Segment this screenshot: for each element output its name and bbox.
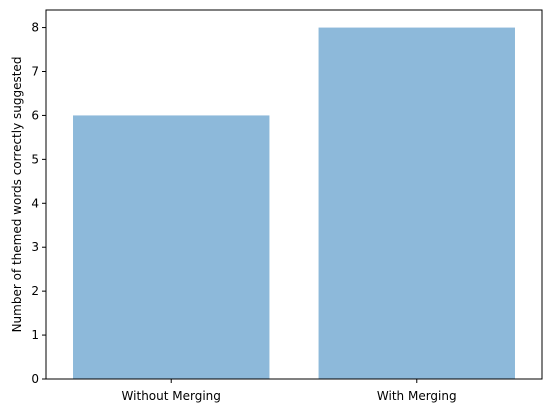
plot-frame bbox=[45, 9, 543, 380]
y-tick-label: 4 bbox=[31, 196, 39, 210]
y-axis-label: Number of themed words correctly suggest… bbox=[10, 57, 24, 333]
bars-layer bbox=[73, 27, 515, 379]
bar-without-merging bbox=[73, 115, 270, 379]
x-ticks-layer: Without Merging With Merging bbox=[122, 379, 457, 403]
x-tick-label: Without Merging bbox=[122, 389, 221, 403]
y-tick-label: 7 bbox=[31, 65, 39, 79]
y-tick-label: 3 bbox=[31, 240, 39, 254]
bar-with-merging bbox=[318, 27, 515, 379]
y-ticks-layer: 0 1 2 3 4 5 6 7 8 bbox=[31, 21, 46, 386]
y-tick-label: 8 bbox=[31, 21, 39, 35]
y-tick-label: 2 bbox=[31, 284, 39, 298]
y-tick-label: 0 bbox=[31, 372, 39, 386]
y-tick-label: 6 bbox=[31, 108, 39, 122]
x-tick-label: With Merging bbox=[377, 389, 457, 403]
y-tick-label: 1 bbox=[31, 328, 39, 342]
y-tick-label: 5 bbox=[31, 152, 39, 166]
